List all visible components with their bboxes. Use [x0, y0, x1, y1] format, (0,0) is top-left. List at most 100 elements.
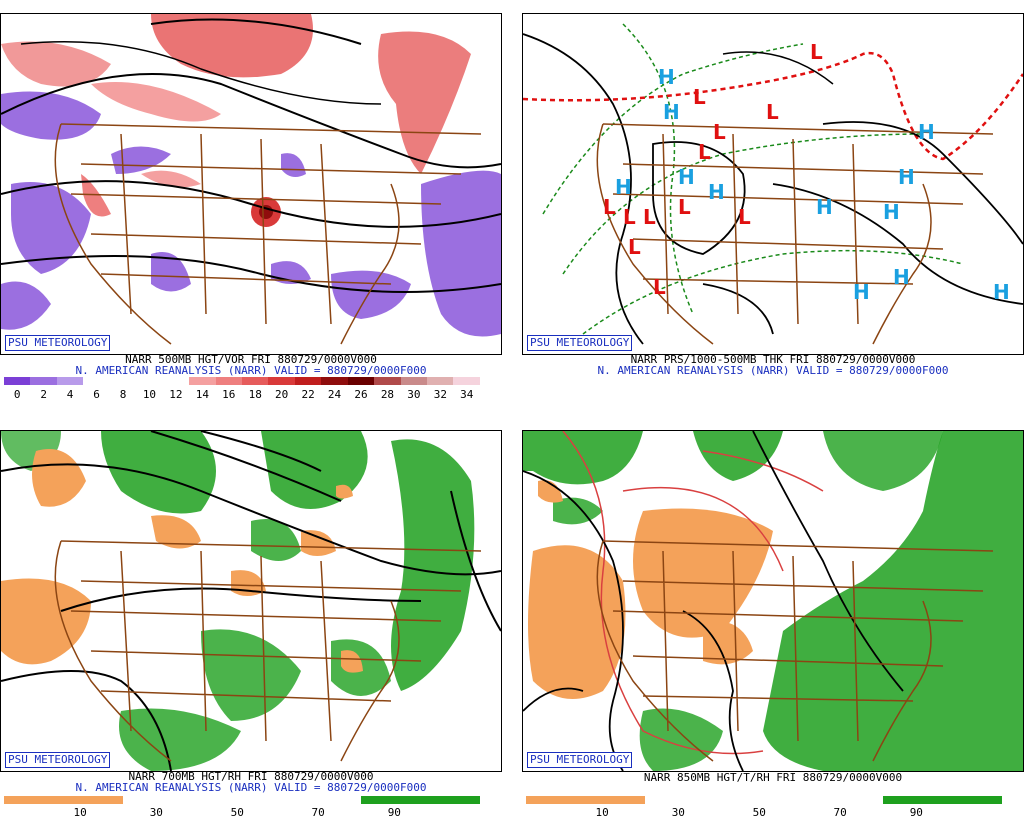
low-pressure-center: L	[698, 140, 711, 164]
high-pressure-center: H	[893, 265, 910, 289]
colorbar-tick-label: 20	[275, 388, 289, 401]
colorbar-swatch	[526, 796, 586, 804]
colorbar-swatch	[56, 377, 84, 385]
map-pressure-graphics: H H H H H H H H H H H H L L L L L L L L	[523, 23, 1023, 345]
colorbar-rh	[526, 796, 1002, 804]
low-pressure-center: L	[628, 235, 641, 259]
caption-line2: N. AMERICAN REANALYSIS (NARR) VALID = 88…	[597, 364, 949, 377]
psu-meteorology-label: PSU METEOROLOGY	[5, 335, 111, 351]
high-pressure-center: H	[898, 165, 915, 189]
colorbar-swatch	[136, 377, 163, 385]
colorbar-ticks: 0 2 4 6 8 10 12 14 16 18 20 22 24 26 28 30 32 34	[4, 388, 480, 401]
colorbar-swatch	[645, 796, 705, 804]
panel-500mb-vorticity: PSU METEOROLOGY NARR 500MB HGT/VOR FRI 8…	[0, 0, 502, 402]
caption-line1: NARR 700MB HGT/RH FRI 880729/0000V000	[128, 770, 374, 783]
colorbar-tick-label: 70	[311, 806, 325, 819]
map-700mb: PSU METEOROLOGY	[0, 430, 502, 772]
colorbar-swatch	[4, 796, 64, 804]
colorbar-swatch	[704, 796, 764, 804]
colorbar-swatch	[361, 796, 421, 804]
colorbar-tick-label: 32	[433, 388, 447, 401]
colorbar-tick-label: 8	[119, 388, 127, 401]
colorbar-swatch	[301, 796, 361, 804]
colorbar-swatch	[242, 796, 302, 804]
colorbar-tick-label: 28	[380, 388, 395, 401]
colorbar-swatch	[374, 377, 401, 385]
colorbar-ticks: 10 30 50 70 90	[4, 806, 480, 819]
map-850mb-graphics	[523, 431, 1023, 771]
map-500mb-graphics	[1, 14, 501, 345]
high-pressure-center: H	[816, 195, 833, 219]
psu-meteorology-label: PSU METEOROLOGY	[5, 752, 111, 768]
colorbar-tick-label: 16	[222, 388, 236, 401]
high-pressure-center: H	[708, 180, 725, 204]
colorbar-swatch	[268, 377, 295, 385]
caption-line1: NARR 500MB HGT/VOR FRI 880729/0000V000	[125, 353, 377, 366]
colorbar-tick-label: 0	[13, 388, 21, 401]
colorbar-rh	[4, 796, 480, 804]
colorbar-swatch	[123, 796, 183, 804]
colorbar-tick-label: 4	[66, 388, 74, 401]
colorbar-swatch	[162, 377, 190, 385]
panel-pressure-thickness: H H H H H H H H H H H H L L L L L L L L	[522, 0, 1024, 402]
psu-meteorology-label: PSU METEOROLOGY	[527, 752, 633, 768]
colorbar-swatch	[764, 796, 824, 804]
colorbar-tick-label: 50	[752, 806, 766, 819]
colorbar-ticks: 10 30 50 70 90	[526, 806, 1002, 819]
colorbar-swatch	[883, 796, 943, 804]
colorbar-tick-label: 10	[595, 806, 609, 819]
colorbar-tick-label: 12	[169, 388, 183, 401]
colorbar-swatch	[942, 796, 1002, 804]
panel-700mb-rh: PSU METEOROLOGY NARR 700MB HGT/RH FRI 88…	[0, 417, 502, 819]
colorbar-swatch	[453, 377, 480, 385]
colorbar-tick-label: 2	[40, 388, 47, 401]
colorbar-tick-label: 90	[387, 806, 401, 819]
low-pressure-center: L	[766, 100, 779, 124]
map-pressure: H H H H H H H H H H H H L L L L L L L L	[522, 13, 1024, 355]
psu-meteorology-label: PSU METEOROLOGY	[527, 335, 633, 351]
low-pressure-center: L	[693, 85, 706, 109]
map-500mb: PSU METEOROLOGY	[0, 13, 502, 355]
colorbar-tick-label: 26	[354, 388, 368, 401]
colorbar-tick-label: 18	[248, 388, 262, 401]
low-pressure-center: L	[653, 275, 666, 299]
colorbar-swatch	[420, 796, 480, 804]
colorbar-swatch	[400, 377, 427, 385]
colorbar-swatch	[427, 377, 454, 385]
caption-line2: N. AMERICAN REANALYSIS (NARR) VALID = 88…	[75, 364, 427, 377]
colorbar-tick-label: 50	[230, 806, 244, 819]
colorbar-swatch	[241, 377, 269, 385]
colorbar-swatch	[30, 377, 57, 385]
colorbar-swatch	[347, 377, 375, 385]
low-pressure-center: L	[713, 120, 726, 144]
high-pressure-center: H	[615, 175, 632, 199]
colorbar-tick-label: 22	[301, 388, 315, 401]
caption-line1: NARR PRS/1000-500MB THK FRI 880729/0000V…	[630, 353, 916, 366]
low-pressure-center: L	[623, 205, 636, 229]
low-pressure-center: L	[603, 195, 616, 219]
high-pressure-center: H	[663, 100, 680, 124]
caption-line2: N. AMERICAN REANALYSIS (NARR) VALID = 88…	[75, 781, 427, 794]
low-pressure-center: L	[643, 205, 656, 229]
map-850mb: PSU METEOROLOGY	[522, 430, 1024, 772]
low-pressure-center: L	[738, 205, 751, 229]
high-pressure-center: H	[658, 65, 675, 89]
colorbar-tick-label: 30	[671, 806, 685, 819]
caption-line1: NARR 850MB HGT/T/RH FRI 880729/0000V000	[643, 771, 903, 784]
colorbar-swatch	[189, 377, 216, 385]
colorbar-tick-label: 10	[142, 388, 157, 401]
colorbar-tick-label: 14	[195, 388, 209, 401]
colorbar-tick-label: 34	[460, 388, 474, 401]
map-700mb-graphics	[1, 431, 501, 771]
colorbar-tick-label: 90	[909, 806, 923, 819]
colorbar-swatch	[294, 377, 322, 385]
colorbar-tick-label: 24	[327, 388, 342, 401]
colorbar-tick-label: 30	[407, 388, 421, 401]
colorbar-swatch	[321, 377, 348, 385]
colorbar-tick-label: 70	[833, 806, 847, 819]
colorbar-swatch	[585, 796, 645, 804]
high-pressure-center: H	[993, 280, 1010, 304]
colorbar-swatch	[182, 796, 242, 804]
low-pressure-center: L	[810, 40, 823, 64]
low-pressure-center: L	[678, 195, 691, 219]
